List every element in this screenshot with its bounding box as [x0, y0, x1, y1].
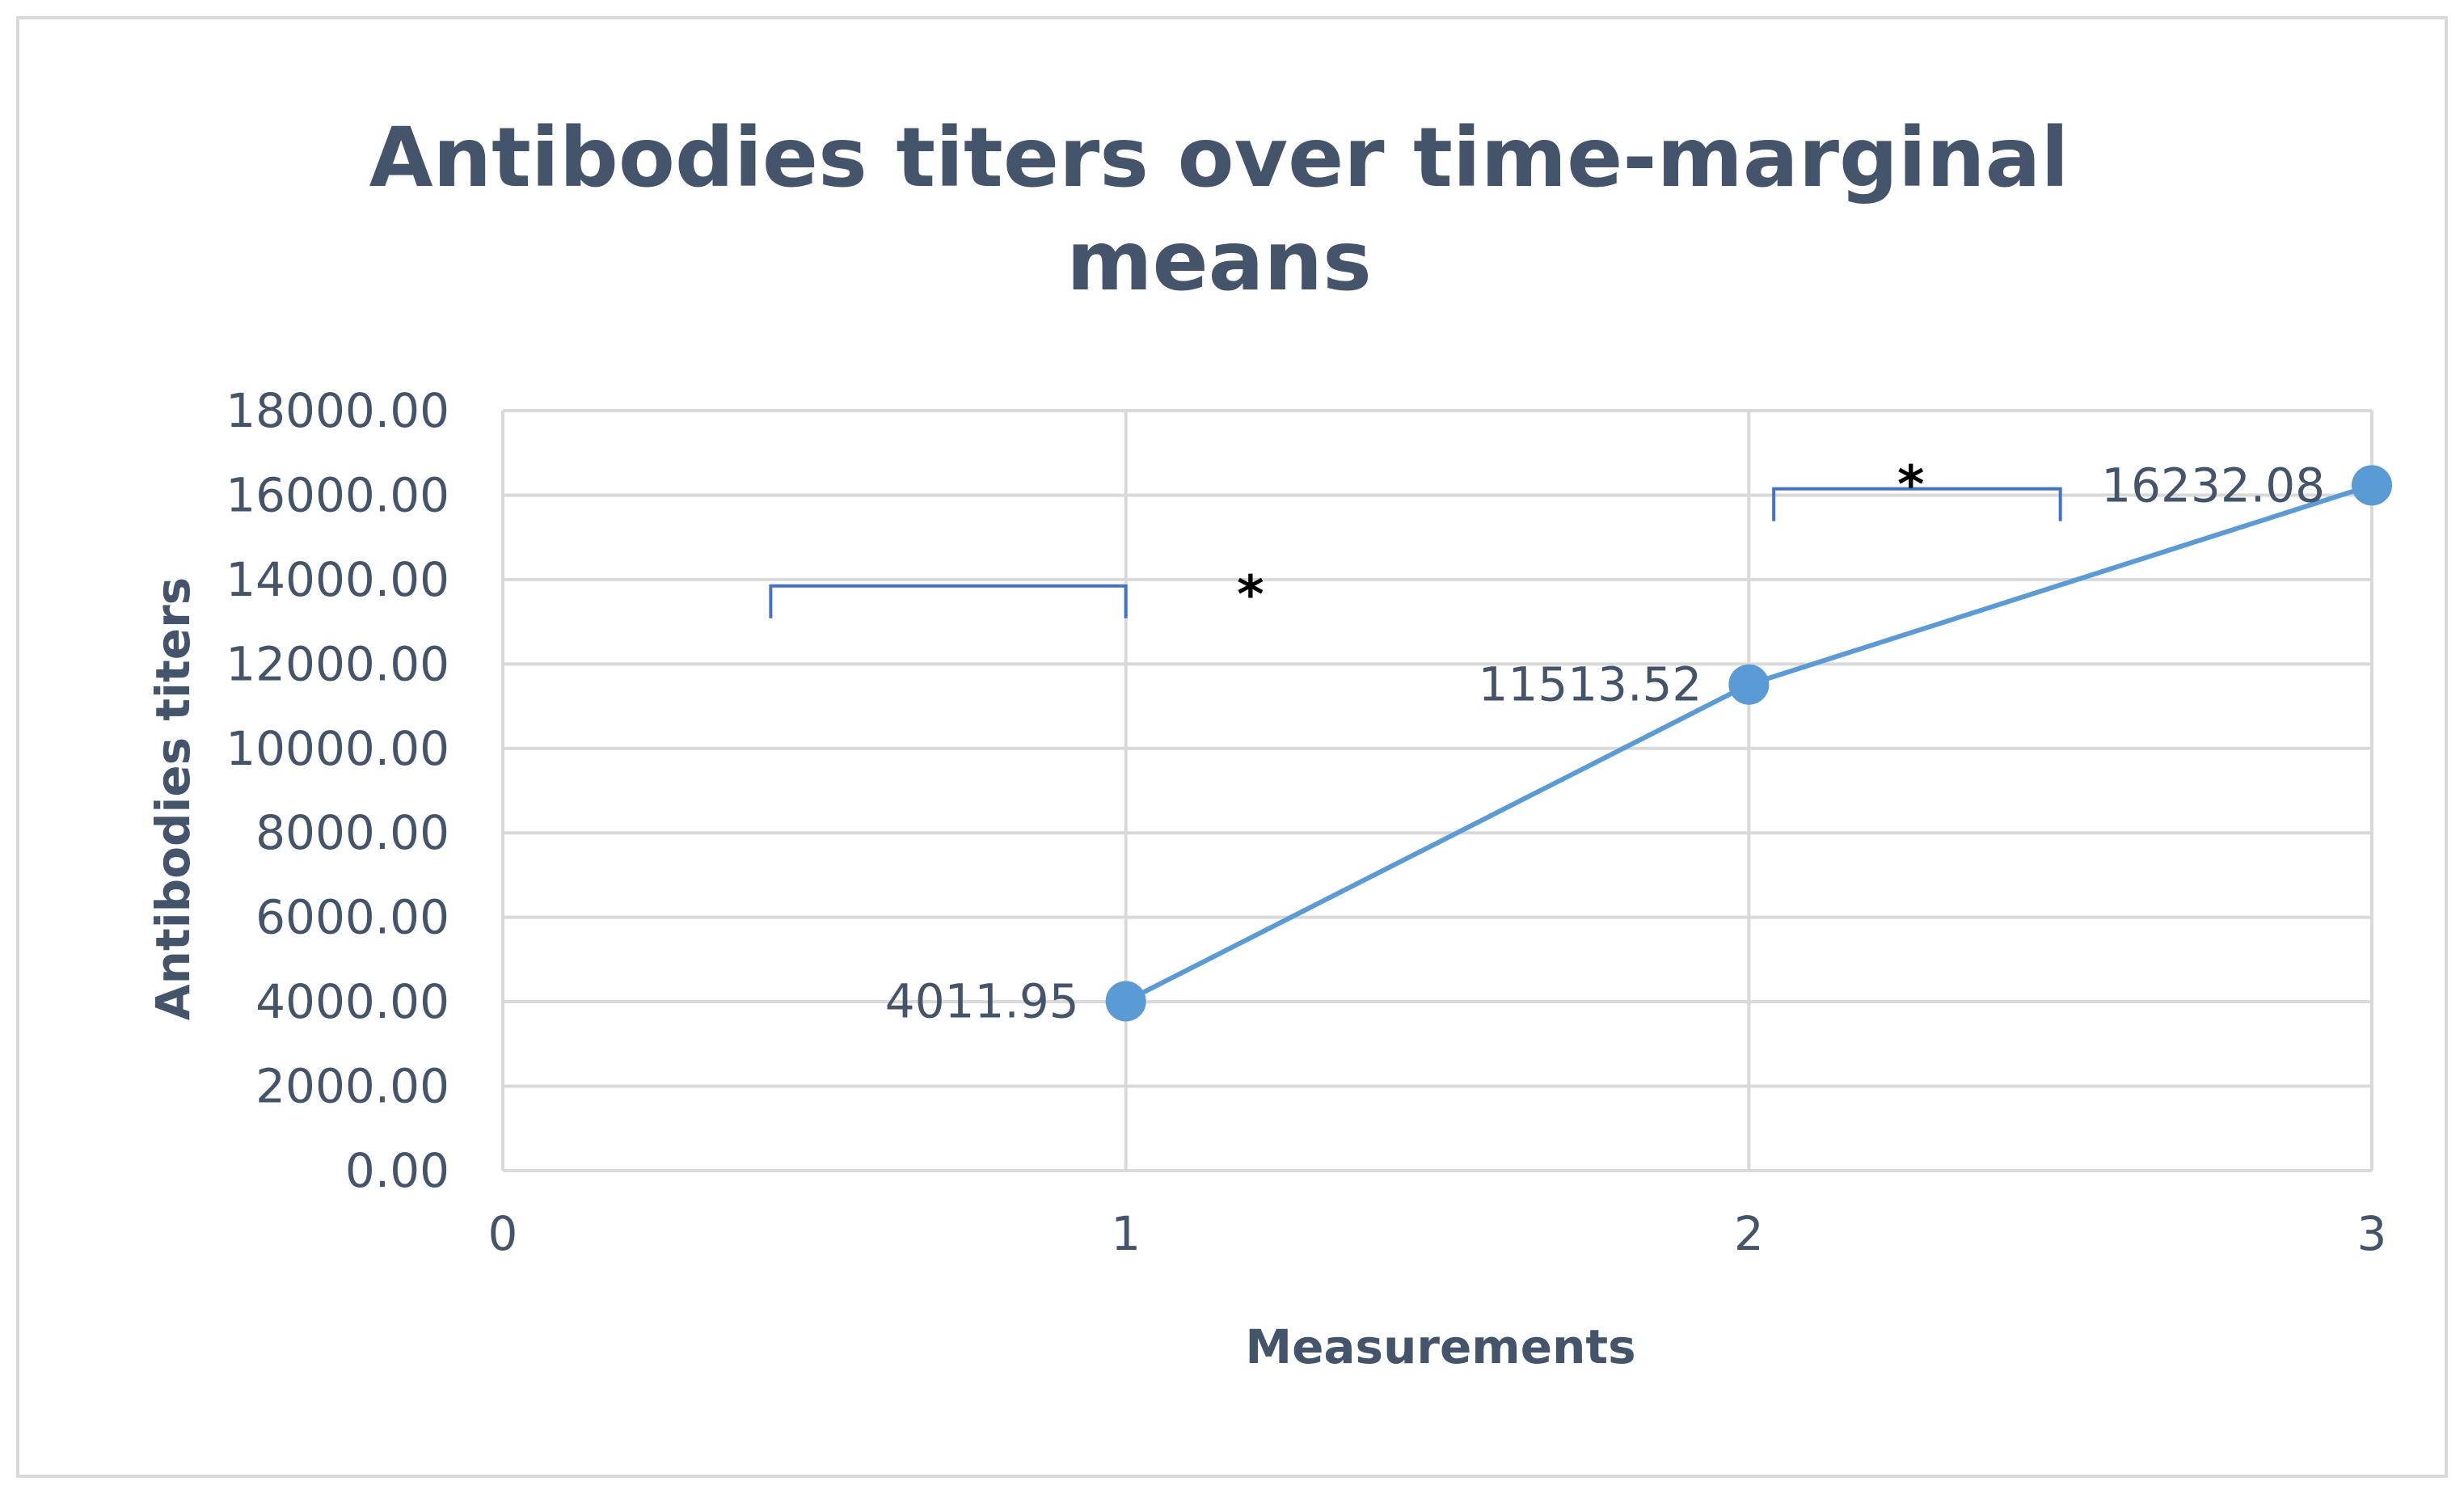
chart-title-line-2: means — [1066, 213, 1372, 310]
x-tick-label: 3 — [2357, 1206, 2387, 1261]
grid-layer — [501, 409, 2373, 1172]
data-point — [2352, 465, 2392, 506]
data-point — [1105, 981, 1146, 1022]
y-tick-label: 6000.00 — [255, 890, 449, 945]
x-axis-title: Measurements — [1245, 1319, 1635, 1374]
x-tick-label: 1 — [1111, 1206, 1141, 1261]
y-tick-label: 10000.00 — [226, 721, 449, 776]
chart-title-line-1: Antibodies titers over time-marginal — [369, 110, 2070, 206]
y-tick-label: 4000.00 — [255, 974, 449, 1029]
y-tick-label: 12000.00 — [226, 636, 449, 691]
data-point — [1728, 664, 1770, 705]
y-tick-label: 18000.00 — [226, 383, 449, 438]
x-tick-label: 2 — [1734, 1206, 1764, 1261]
y-tick-label: 8000.00 — [255, 805, 449, 860]
data-label: 11513.52 — [1479, 657, 1702, 712]
significance-bracket — [769, 584, 1128, 618]
y-tick-labels: 0.00 2000.00 4000.00 6000.00 8000.00 10000.00… — [226, 383, 449, 1198]
significance-bracket — [1772, 487, 2062, 521]
significance-star: * — [1237, 565, 1264, 625]
y-tick-label: 0.00 — [345, 1143, 449, 1198]
data-label: 4011.95 — [885, 973, 1079, 1028]
chart-svg: Antibodies titers over time-marginal mea… — [146, 110, 2392, 1374]
y-tick-label: 14000.00 — [226, 552, 449, 607]
y-axis-title: Antibodies titers — [146, 577, 200, 1020]
y-tick-label: 2000.00 — [255, 1059, 449, 1114]
y-tick-label: 16000.00 — [226, 467, 449, 522]
series-layer: 4011.95 11513.52 16232.08 — [885, 458, 2392, 1028]
significance-star: * — [1897, 456, 1924, 516]
chart-frame: Antibodies titers over time-marginal mea… — [16, 16, 2448, 1478]
x-tick-label: 0 — [488, 1206, 518, 1261]
x-tick-labels: 0 1 2 3 — [488, 1206, 2387, 1261]
annotations-layer: ** — [769, 456, 2062, 625]
data-label: 16232.08 — [2101, 458, 2325, 513]
